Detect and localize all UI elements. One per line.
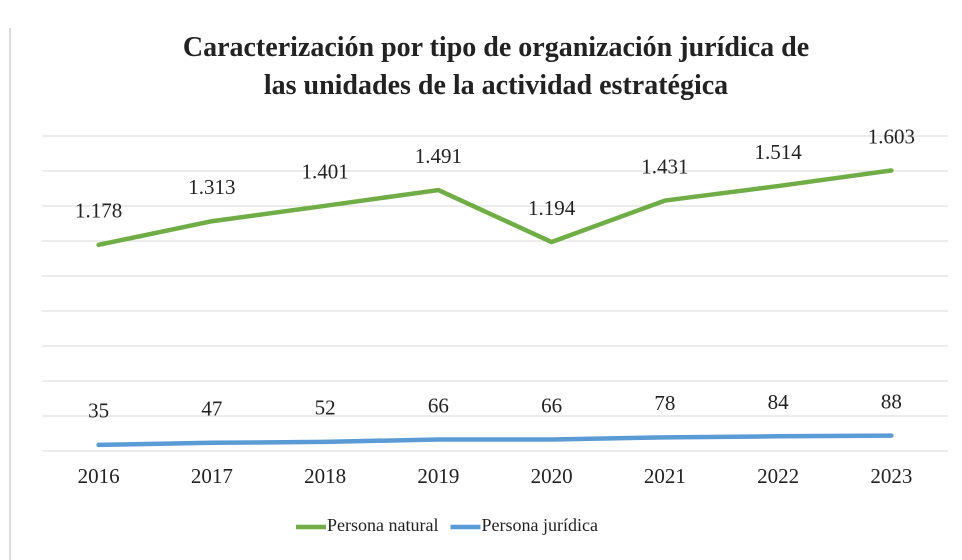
chart-title: Caracterización por tipo de organización… xyxy=(183,32,809,101)
data-label: 47 xyxy=(201,397,222,421)
data-label: 1.514 xyxy=(755,140,803,164)
x-tick-label: 2023 xyxy=(870,464,912,488)
x-tick-label: 2020 xyxy=(531,464,573,488)
x-tick-label: 2019 xyxy=(417,464,459,488)
series-line xyxy=(96,433,894,448)
legend-label: Persona natural xyxy=(327,515,438,535)
data-label: 1.603 xyxy=(868,124,915,148)
data-label: 1.178 xyxy=(75,199,122,223)
legend-label: Persona jurídica xyxy=(481,515,597,535)
data-label: 1.431 xyxy=(641,154,688,178)
x-tick-label: 2017 xyxy=(191,464,233,488)
data-label: 88 xyxy=(881,389,902,413)
data-label: 1.194 xyxy=(528,196,576,220)
data-label: 66 xyxy=(541,393,562,417)
data-label: 1.491 xyxy=(415,144,462,168)
x-tick-label: 2016 xyxy=(78,464,120,488)
data-label: 35 xyxy=(88,399,109,423)
x-tick-label: 2021 xyxy=(644,464,686,488)
data-label: 1.313 xyxy=(188,175,235,199)
data-label: 84 xyxy=(768,390,790,414)
data-label: 1.401 xyxy=(302,160,349,184)
data-label: 66 xyxy=(428,393,449,417)
x-tick-label: 2018 xyxy=(304,464,346,488)
series-line xyxy=(96,168,894,248)
data-label: 78 xyxy=(654,391,675,415)
x-tick-label: 2022 xyxy=(757,464,799,488)
data-label: 52 xyxy=(315,396,336,420)
